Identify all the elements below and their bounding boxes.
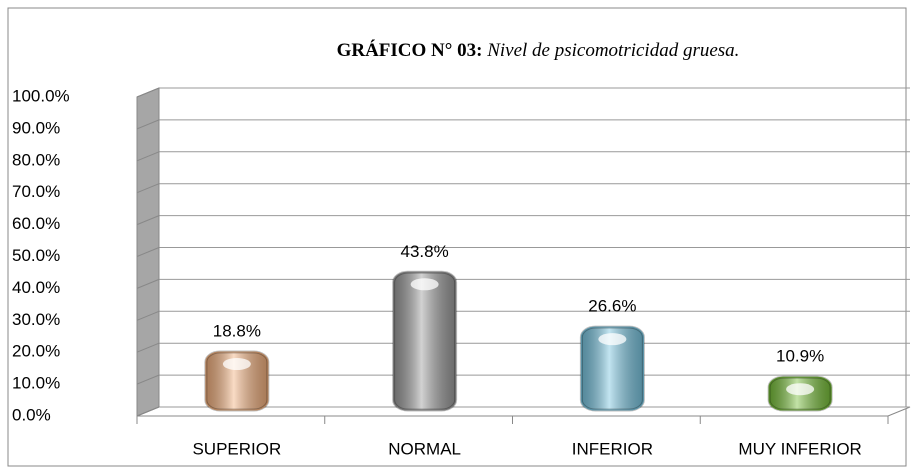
grid-line-side: [136, 374, 160, 385]
grid-line-side: [136, 247, 160, 257]
y-tick-label: 30.0%: [12, 310, 60, 329]
grid-line-side: [136, 151, 160, 162]
chart-title: GRÁFICO N° 03: Nivel de psicomotricidad …: [337, 39, 740, 61]
bar-highlight: [598, 333, 627, 346]
y-tick-label: 90.0%: [12, 118, 60, 137]
value-label: 43.8%: [401, 242, 449, 261]
bar-shade: [767, 375, 833, 412]
y-tick-label: 50.0%: [12, 246, 60, 265]
y-tick-label: 60.0%: [12, 214, 60, 233]
grid-line-side: [136, 183, 160, 194]
x-tick-label: SUPERIOR: [192, 439, 281, 458]
value-label: 18.8%: [213, 322, 261, 341]
bar-shade: [392, 270, 458, 412]
bar: [205, 351, 269, 411]
grid-line-side: [136, 278, 160, 289]
bar: [580, 326, 644, 411]
grid-line-side: [136, 310, 160, 321]
y-tick-label: 10.0%: [12, 374, 60, 393]
bar-highlight: [786, 383, 815, 396]
grid-line-side: [136, 87, 160, 98]
grid-line-side: [136, 342, 160, 353]
y-tick-label: 0.0%: [12, 405, 51, 424]
grid-line-side: [136, 406, 160, 417]
grid-line-side: [136, 215, 160, 226]
x-tick-label: NORMAL: [388, 439, 461, 458]
bar-highlight: [222, 358, 251, 371]
x-tick-label: INFERIOR: [572, 439, 653, 458]
title-text: Nivel de psicomotricidad gruesa.: [486, 40, 739, 61]
y-tick-label: 100.0%: [12, 86, 70, 105]
y-tick-label: 40.0%: [12, 278, 60, 297]
y-tick-label: 20.0%: [12, 342, 60, 361]
bar-highlight: [410, 278, 439, 291]
value-label: 10.9%: [776, 347, 824, 366]
value-label: 26.6%: [588, 297, 636, 316]
x-tick-label: MUY INFERIOR: [738, 439, 861, 458]
y-tick-label: 70.0%: [12, 182, 60, 201]
bar: [393, 271, 457, 411]
bar-shade: [579, 325, 645, 412]
title-prefix: GRÁFICO N° 03:: [337, 39, 483, 61]
bar-shade: [204, 350, 270, 412]
grid-line-side: [136, 119, 160, 130]
y-tick-label: 80.0%: [12, 150, 60, 169]
